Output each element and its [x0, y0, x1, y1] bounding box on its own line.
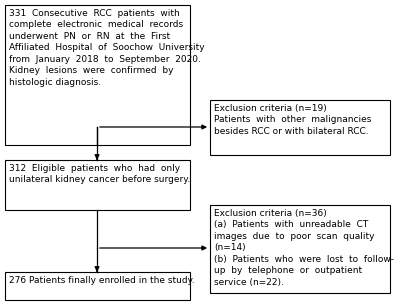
Bar: [210, 100, 390, 155]
Bar: [5, 272, 190, 300]
Text: Exclusion criteria (n=19)
Patients  with  other  malignancies
besides RCC or wit: Exclusion criteria (n=19) Patients with …: [214, 104, 371, 136]
Bar: [5, 160, 190, 210]
Bar: [210, 205, 390, 293]
Bar: [5, 5, 190, 145]
Text: 312  Eligible  patients  who  had  only
unilateral kidney cancer before surgery.: 312 Eligible patients who had only unila…: [9, 164, 190, 185]
Text: 276 Patients finally enrolled in the study.: 276 Patients finally enrolled in the stu…: [9, 276, 195, 285]
Text: Exclusion criteria (n=36)
(a)  Patients  with  unreadable  CT
images  due  to  p: Exclusion criteria (n=36) (a) Patients w…: [214, 209, 394, 287]
Text: 331  Consecutive  RCC  patients  with
complete  electronic  medical  records
und: 331 Consecutive RCC patients with comple…: [9, 9, 205, 87]
